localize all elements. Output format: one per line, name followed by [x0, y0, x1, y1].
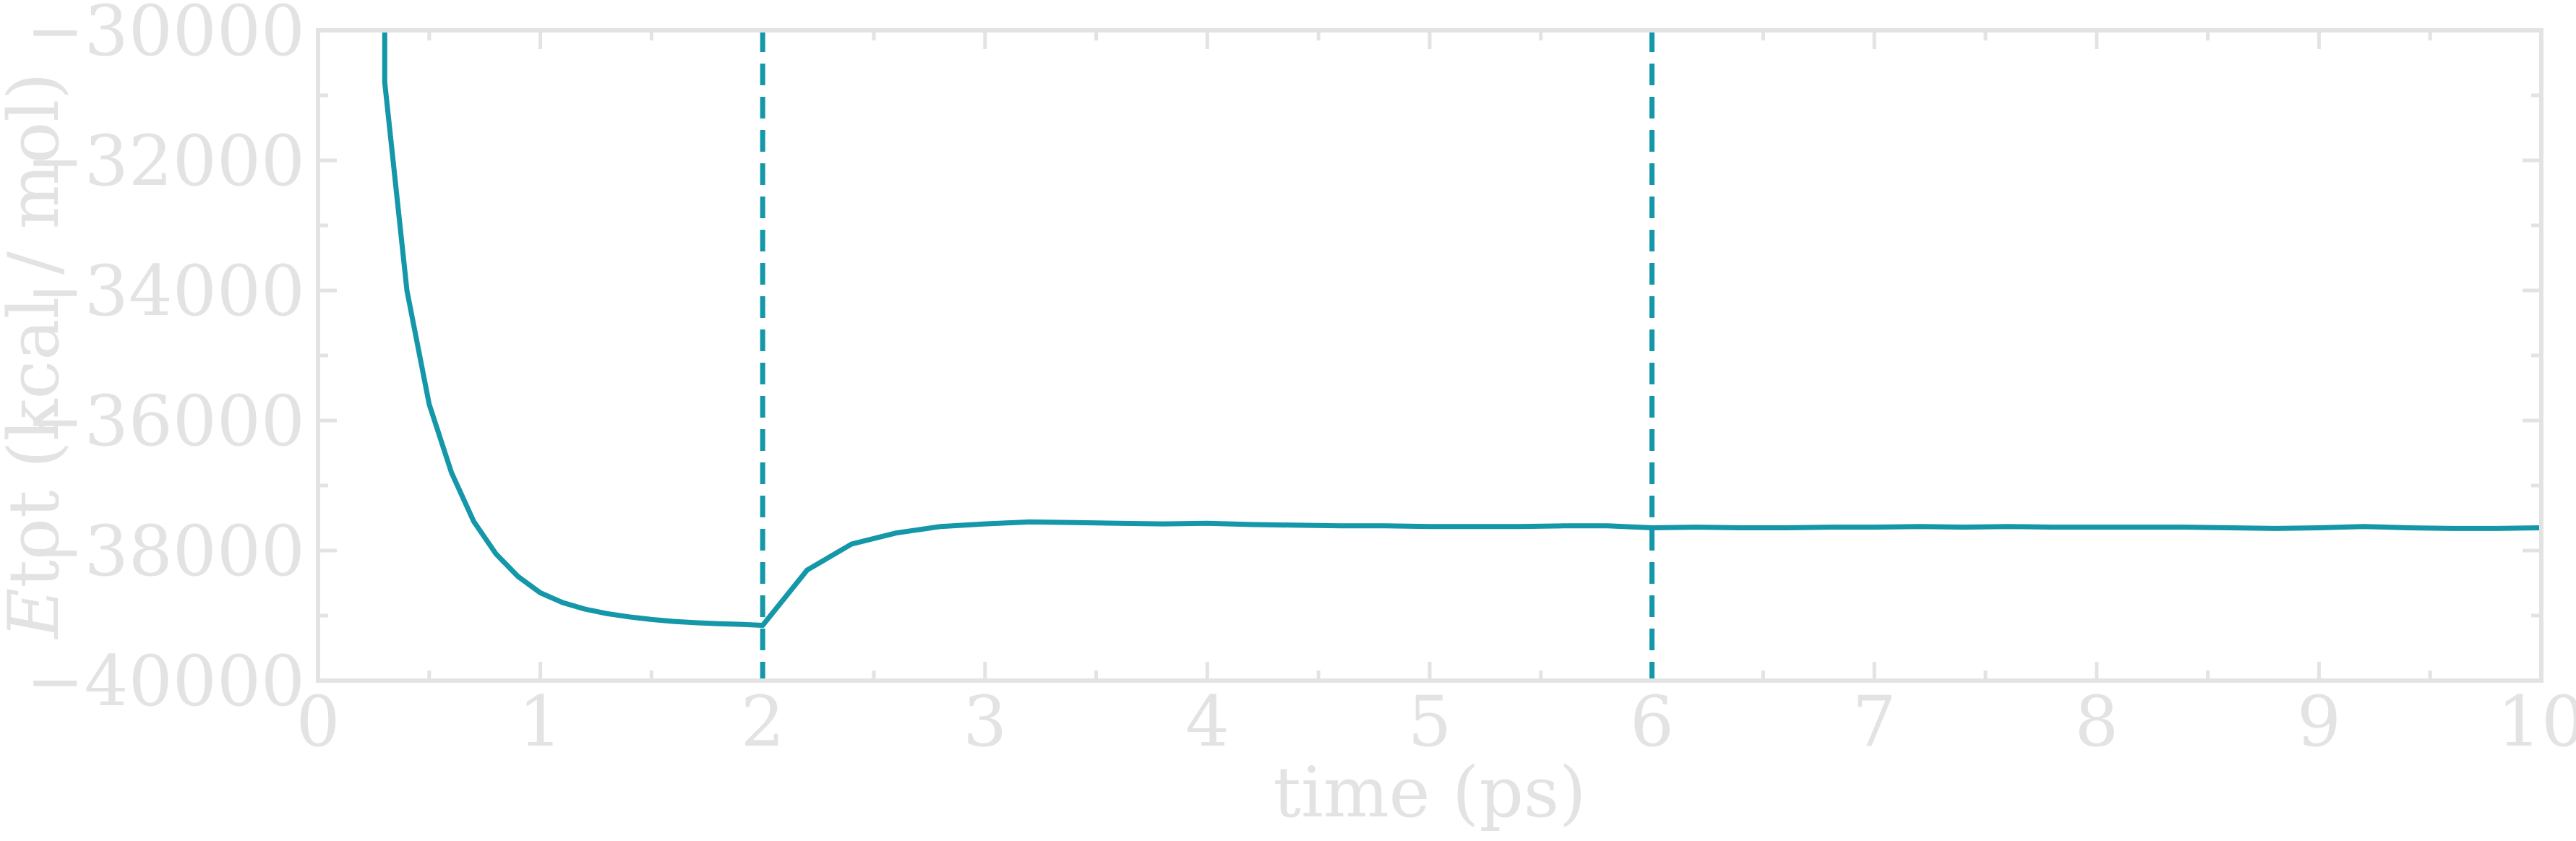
x-tick-label: 10 — [2497, 681, 2576, 762]
x-tick-label: 5 — [1407, 681, 1451, 762]
x-tick-label: 2 — [741, 681, 785, 762]
y-tick-labels: −30000 −32000 −34000 −36000 −38000 −40000 — [26, 0, 305, 722]
y-axis-label-italic: E — [0, 588, 74, 640]
y-tick-label: −34000 — [26, 251, 305, 332]
x-tick-label: 6 — [1630, 681, 1674, 762]
x-tick-label: 4 — [1185, 681, 1229, 762]
x-tick-label: 7 — [1852, 681, 1897, 762]
x-tick-label: 8 — [2074, 681, 2118, 762]
y-tick-label: −38000 — [26, 511, 305, 592]
vertical-marker-lines — [760, 30, 1655, 681]
x-axis-label: time (ps) — [1273, 752, 1586, 833]
y-tick-label: −40000 — [26, 641, 305, 722]
y-axis-label: Etot (kcal / mol) — [0, 72, 74, 639]
plot-frame — [316, 28, 2543, 683]
x-tick-label: 0 — [296, 681, 340, 762]
y-tick-label: −36000 — [26, 381, 305, 462]
x-tick-label: 3 — [963, 681, 1007, 762]
x-tick-labels: 0 1 2 3 4 5 6 7 8 9 10 — [296, 681, 2576, 762]
y-tick-label: −32000 — [26, 121, 305, 202]
x-tick-label: 9 — [2297, 681, 2341, 762]
series-line — [382, 30, 2542, 628]
tick-marks — [316, 28, 2543, 683]
y-axis-label-rest: tot (kcal / mol) — [0, 72, 74, 587]
series-layer — [382, 30, 2542, 628]
x-tick-label: 1 — [518, 681, 562, 762]
y-tick-label: −30000 — [26, 0, 305, 72]
